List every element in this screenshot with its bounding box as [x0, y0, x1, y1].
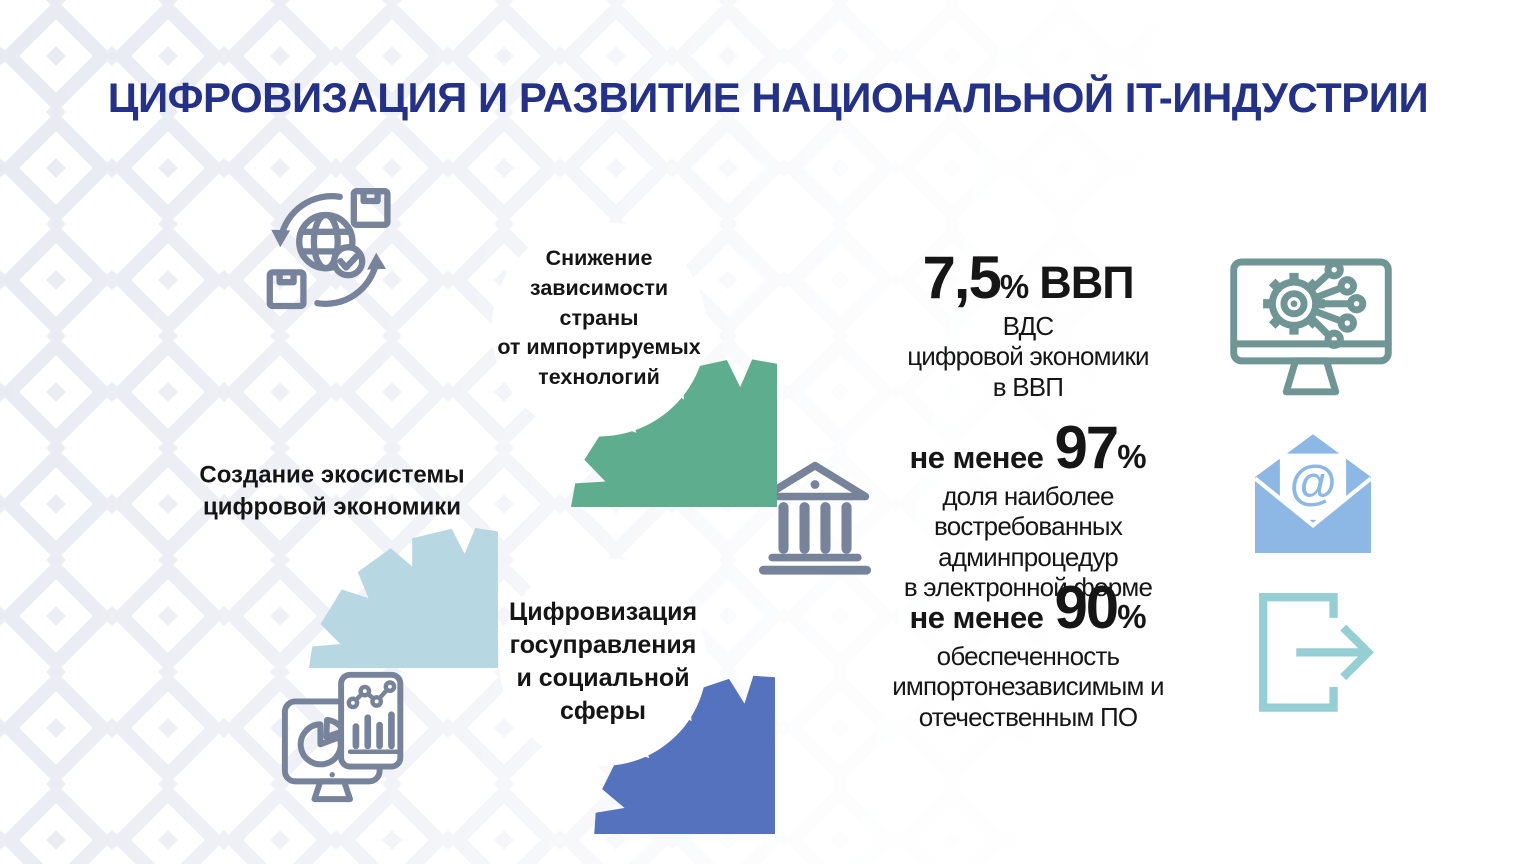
door — [1259, 593, 1338, 712]
stat-gdp-share-value-line: 7,5% ВВП — [856, 248, 1200, 308]
cycle-arrow-left — [277, 193, 343, 241]
circuit-line — [1312, 307, 1344, 325]
digitalization-monitor-icon — [1226, 246, 1396, 414]
stat-prefix: не менее — [909, 440, 1044, 475]
gear-gov-digitalization: Цифровизация госуправления и социальной … — [431, 490, 775, 834]
pediment — [760, 461, 870, 501]
stat-gdp-share-description: ВДС цифровой экономики в ВВП — [907, 311, 1149, 402]
circuit-node — [1324, 260, 1344, 280]
stat-value: 7,5 — [922, 244, 1001, 311]
arrow-head — [1340, 624, 1374, 681]
gear-digital-economy-ecosystem: Создание экосистемы цифровой экономики — [166, 336, 498, 668]
stat-percent-sign: % — [1117, 438, 1147, 475]
envelope-front — [1255, 478, 1371, 553]
circuit-line — [1307, 270, 1332, 294]
package-box-top — [350, 188, 391, 228]
pie-chart — [297, 721, 344, 768]
bar-chart — [352, 711, 395, 750]
government-bank-icon — [752, 452, 878, 580]
circuit-node — [1337, 276, 1357, 296]
stat-eprocedures: не менее 97% доля наиболее востребованных… — [856, 418, 1200, 603]
stat-domestic-software-description: обеспеченность импортонезависимым и отеч… — [892, 641, 1164, 732]
stat-eprocedures-value-line: не менее 97% — [856, 418, 1200, 478]
stat-value: 97 — [1054, 414, 1119, 481]
stat-suffix: ВВП — [1039, 257, 1134, 308]
gear-import-independence: Снижение зависимости страны от импортиру… — [421, 151, 777, 507]
line-chart — [350, 684, 393, 706]
stat-domestic-software-value-line: не менее 90% — [856, 578, 1200, 638]
monitor-stand — [311, 778, 353, 803]
stat-value: 90 — [1054, 574, 1119, 641]
cycle-arrow-right — [314, 259, 380, 307]
circuit-line — [1307, 314, 1332, 339]
stat-domestic-software: не менее 90% обеспеченность импортонезави… — [856, 578, 1200, 732]
slide-title: ЦИФРОВИЗАЦИЯ И РАЗВИТИЕ НАЦИОНАЛЬНОЙ IT-… — [107, 74, 1429, 121]
import-export-globe-icon — [256, 180, 404, 320]
circuit-node — [1337, 313, 1357, 333]
stat-eprocedures-description: доля наиболее востребованных админпроцед… — [903, 481, 1153, 603]
gear-gov-digitalization-label: Цифровизация госуправления и социальной … — [508, 598, 698, 725]
at-symbol: @ — [1289, 456, 1336, 510]
analytics-monitor-icon — [276, 660, 424, 808]
gear-inner-circle — [499, 558, 707, 766]
stat-percent-sign: % — [1117, 598, 1147, 635]
gear-inner-circle — [491, 221, 707, 437]
stat-prefix: не менее — [909, 600, 1044, 635]
circuit-node — [1324, 329, 1344, 349]
gear-digital-economy-ecosystem-label: Создание экосистемы цифровой экономики — [199, 461, 465, 522]
circuit-node — [1346, 294, 1367, 314]
monitor-stand — [1282, 357, 1340, 396]
package-box-bottom — [266, 269, 307, 310]
stat-percent-sign: % — [999, 268, 1030, 305]
stat-gdp-share: 7,5% ВВП ВДС цифровой экономики в ВВП — [856, 248, 1200, 402]
email-at-icon: @ — [1242, 426, 1384, 564]
exit-arrow-icon — [1246, 582, 1388, 720]
circuit-line — [1312, 284, 1344, 302]
gear-import-independence-label: Снижение зависимости страны от импортиру… — [497, 246, 701, 389]
